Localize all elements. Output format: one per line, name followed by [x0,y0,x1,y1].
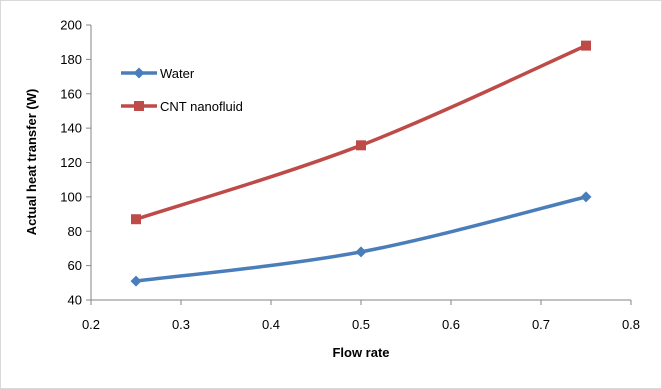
x-tick-label: 0.5 [352,317,370,332]
x-tick-label: 0.7 [532,317,550,332]
data-point-water [356,246,367,257]
y-axis-title: Actual heat transfer (W) [24,89,39,236]
data-point-cnt-nanofluid [131,214,141,224]
legend-label-cnt-nanofluid: CNT nanofluid [160,99,243,114]
legend-marker-cnt-nanofluid [134,101,144,111]
x-tick-label: 0.8 [622,317,640,332]
series-layer [131,41,592,287]
legend-marker-water [134,68,145,79]
y-tick-label: 100 [60,189,82,204]
legend-label-water: Water [160,66,195,81]
y-tick-label: 140 [60,121,82,136]
series-line-water [136,197,586,281]
y-tick-label: 40 [68,293,82,308]
x-tick-label: 0.3 [172,317,190,332]
data-point-water [581,191,592,202]
series-cnt-nanofluid [131,41,591,225]
ticks: 40 60 80 100 120 140 160 180 200 0.2 0.3 0.4 0.5 0.6 0… [60,18,640,333]
y-tick-label: 180 [60,52,82,67]
data-point-water [131,276,142,287]
series-line-cnt-nanofluid [136,46,586,220]
data-point-cnt-nanofluid [581,41,591,51]
y-tick-label: 120 [60,155,82,170]
y-tick-label: 200 [60,18,82,33]
data-point-cnt-nanofluid [356,140,366,150]
y-tick-label: 60 [68,258,82,273]
x-tick-label: 0.2 [82,317,100,332]
y-tick-label: 160 [60,86,82,101]
x-tick-label: 0.4 [262,317,280,332]
series-water [131,191,592,286]
x-tick-label: 0.6 [442,317,460,332]
x-axis-title: Flow rate [332,345,389,360]
y-tick-label: 80 [68,224,82,239]
legend: Water CNT nanofluid [121,66,243,114]
